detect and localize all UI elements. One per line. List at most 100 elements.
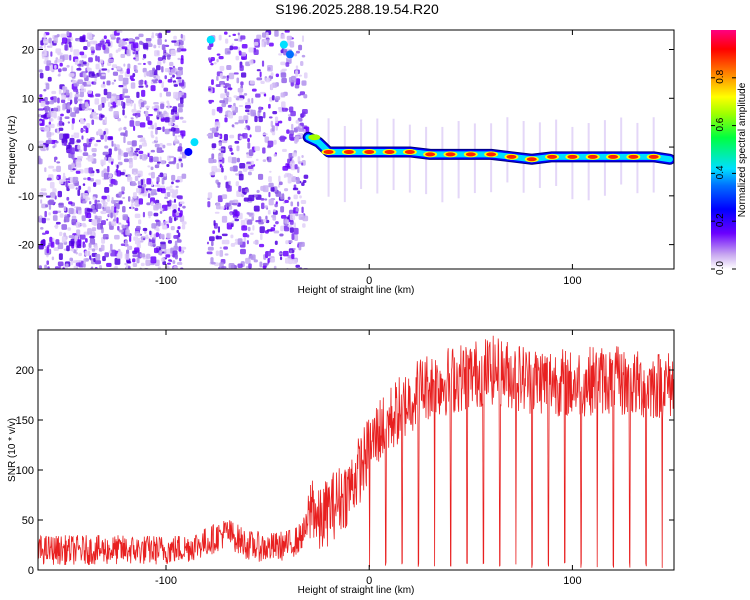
spectrogram-noise-cell: [55, 140, 59, 144]
spectrogram-noise-cell: [218, 148, 225, 151]
colorbar-ticks: 0.0 0.2 0.4 0.6 0.8: [711, 69, 736, 275]
spectrogram-noise-cell: [95, 260, 101, 265]
spectrogram-noise-cell: [163, 173, 167, 177]
spectrogram-noise-cell: [93, 220, 97, 227]
spectrogram-noise-cell: [91, 109, 95, 113]
spectrogram-noise-cell: [136, 243, 141, 249]
spectrogram-noise-cell: [173, 35, 177, 40]
spectrogram-noise-cell: [71, 218, 76, 225]
spectrogram-noise-cell: [61, 99, 66, 104]
spectrogram-noise-cell: [145, 116, 150, 121]
spectrogram-noise-cell: [115, 49, 119, 54]
spectrogram-noise-cell: [58, 120, 63, 126]
spectrogram-noise-cell: [142, 67, 147, 73]
spectrogram-noise-cell: [236, 157, 240, 163]
spectrogram-noise-cell: [256, 34, 262, 40]
spectrogram-noise-cell: [115, 97, 118, 104]
spectrogram-noise-cell: [147, 120, 153, 125]
spectrogram-noise-cell: [112, 211, 116, 217]
spectrogram-noise-cell: [302, 215, 309, 222]
spectrogram-noise-cell: [104, 187, 110, 193]
spectrogram-noise-cell: [146, 202, 151, 206]
ridge-hotspot: [567, 154, 578, 159]
spectrogram-noise-cell: [124, 95, 131, 99]
figure-title: S196.2025.288.19.54.R20: [275, 1, 439, 17]
spectrogram-noise-cell: [44, 167, 47, 173]
spectrogram-streak: [571, 126, 574, 200]
spectrogram-noise-cell: [41, 217, 46, 224]
snr-ytick-label: 200: [16, 365, 34, 377]
spectrogram-noise-cell: [84, 250, 91, 256]
spectrogram-noise-cell: [284, 219, 290, 224]
spectrogram-noise-cell: [241, 225, 248, 231]
spectrogram-noise-cell: [220, 84, 226, 87]
spectrogram-noise-cell: [62, 86, 66, 91]
spectrogram-noise-cell: [125, 229, 130, 236]
spectrogram-noise-cell: [294, 234, 299, 242]
spectrogram-noise-cell: [173, 216, 177, 222]
spectrogram-noise-cell: [180, 58, 184, 65]
spectrogram-noise-cell: [224, 48, 231, 55]
spectrogram-noise-cell: [297, 117, 303, 122]
colorbar-tick-label: 0.6: [715, 117, 726, 131]
spectrogram-noise-cell: [140, 240, 144, 243]
spectrogram-noise-cell: [104, 116, 107, 124]
ridge-hotspot: [506, 154, 517, 159]
spectrogram-noise-cell: [288, 116, 292, 122]
spectrogram-noise-cell: [219, 133, 223, 140]
spectrogram-noise-cell: [166, 265, 170, 269]
spectrogram-noise-cell: [162, 225, 168, 230]
spectrogram-noise-cell: [238, 115, 243, 120]
spectrogram-noise-cell: [41, 239, 46, 247]
spectrogram-noise-cell: [120, 53, 126, 58]
spectrogram-noise-cell: [240, 72, 247, 78]
spectrogram-noise-cell: [292, 187, 299, 191]
spectrogram-noise-cell: [280, 33, 286, 40]
spectrogram-noise-cell: [303, 174, 309, 179]
spectrogram-noise-cell: [301, 80, 307, 86]
spectrogram-noise-cell: [84, 238, 88, 243]
spectrogram-noise-cell: [39, 127, 44, 131]
spectrogram-noise-cell: [66, 31, 70, 37]
spectrogram-noise-cell: [98, 69, 101, 77]
spectrogram-streak: [327, 118, 330, 197]
spectrogram-noise-cell: [129, 235, 132, 242]
spectrogram-noise-cell: [82, 222, 86, 226]
spectrogram-noise-cell: [117, 47, 121, 52]
snr-ytick-label: 100: [16, 465, 34, 477]
spectrogram-noise-cell: [162, 126, 165, 132]
spectrogram-noise-cell: [267, 156, 272, 163]
spectrogram-noise-cell: [285, 163, 290, 166]
spectrogram-noise-cell: [280, 215, 287, 219]
spectrogram-noise-cell: [235, 173, 239, 176]
spectrogram-noise-cell: [169, 185, 173, 188]
spectrogram-noise-cell: [136, 187, 142, 193]
spectrogram-noise-cell: [293, 222, 296, 228]
spectrogram-noise-cell: [251, 88, 257, 92]
spectrogram-noise-cell: [169, 61, 174, 67]
spectrogram-noise-cell: [243, 237, 247, 243]
spectrogram-noise-cell: [216, 75, 219, 81]
spectrogram-noise-cell: [89, 173, 95, 177]
spectrogram-ytick-label: 20: [22, 45, 34, 57]
spectrogram-noise-cell: [180, 97, 184, 104]
spectrogram-noise-cell: [210, 62, 214, 66]
spectrogram-noise-cell: [124, 38, 129, 41]
spectrogram-noise-cell: [162, 59, 166, 64]
spectrogram-noise-cell: [125, 174, 128, 177]
spectrogram-noise-cell: [134, 36, 140, 40]
spectrogram-noise-cell: [245, 119, 248, 124]
spectrogram-noise-cell: [291, 253, 295, 261]
spectrogram-noise-cell: [243, 92, 248, 96]
spectrogram-noise-cell: [215, 84, 221, 87]
snr-series-line: [38, 335, 674, 568]
spectrogram-noise-cell: [268, 116, 273, 119]
spectrogram-noise-cell: [138, 150, 144, 154]
spectrogram-noise-cell: [126, 260, 132, 264]
snr-ytick-label: 150: [16, 415, 34, 427]
spectrogram-noise-cell: [259, 261, 263, 268]
spectrogram-noise-cell: [142, 57, 145, 61]
spectrogram-noise-cell: [271, 130, 276, 136]
spectrogram-ylabel: Frequency (Hz): [7, 116, 18, 185]
